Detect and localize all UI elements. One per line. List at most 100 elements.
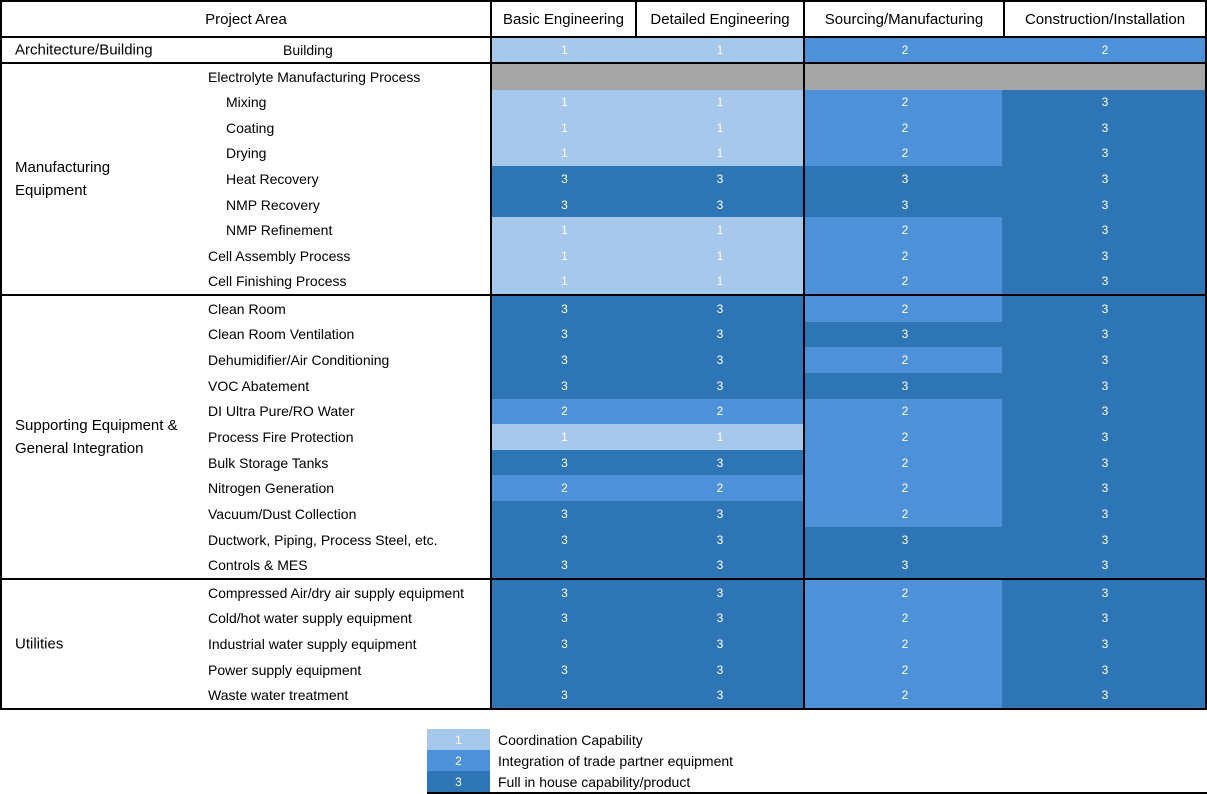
- capability-cell: 3: [1005, 89, 1205, 116]
- capability-cell: 2: [805, 501, 1005, 527]
- na-cell: [492, 64, 637, 90]
- capability-cell: 3: [637, 631, 805, 657]
- capability-cell: 3: [492, 631, 637, 657]
- row-label: Cold/hot water supply equipment: [2, 605, 492, 632]
- capability-cell: 3: [1005, 217, 1205, 243]
- capability-cell: 2: [805, 682, 1005, 708]
- header-cell-construction-installation: Construction/Installation: [1005, 2, 1205, 36]
- capability-cell: 3: [492, 682, 637, 708]
- capability-cell: 2: [805, 475, 1005, 502]
- capability-cell: 3: [1005, 296, 1205, 322]
- table-row: Compressed Air/dry air supply equipment 3…: [2, 580, 1205, 606]
- capability-cell: 1: [637, 424, 805, 450]
- header-row: Project Area Basic Engineering Detailed …: [2, 2, 1205, 38]
- capability-cell: 3: [1005, 605, 1205, 632]
- capability-cell: 3: [1005, 242, 1205, 269]
- legend-swatch: 2: [427, 750, 490, 771]
- capability-cell: 2: [805, 38, 1005, 62]
- capability-cell: 1: [637, 89, 805, 116]
- legend-label: Integration of trade partner equipment: [498, 752, 734, 769]
- capability-cell: 3: [1005, 115, 1205, 141]
- capability-cell: 2: [805, 268, 1005, 295]
- capability-cell: 3: [492, 449, 637, 476]
- group-rows: Building 1 1 2 2: [2, 38, 1205, 62]
- table-row: Vacuum/Dust Collection 3 3 2 3: [2, 501, 1205, 527]
- capability-cell: 2: [805, 89, 1005, 116]
- capability-cell: 3: [1005, 449, 1205, 476]
- legend-item: 1 Coordination Capability: [427, 729, 1207, 750]
- na-cell: [805, 64, 1005, 90]
- row-label: NMP Refinement: [2, 217, 492, 243]
- capability-cell: 3: [492, 580, 637, 606]
- capability-cell: 3: [492, 347, 637, 373]
- row-label: Coating: [2, 115, 492, 141]
- capability-cell: 3: [492, 296, 637, 322]
- capability-cell: 2: [805, 242, 1005, 269]
- capability-cell: 1: [492, 424, 637, 450]
- header-cell-sourcing-manufacturing: Sourcing/Manufacturing: [805, 2, 1005, 36]
- row-label: Clean Room Ventilation: [2, 321, 492, 348]
- capability-cell: 3: [1005, 372, 1205, 399]
- capability-cell: 3: [637, 656, 805, 683]
- group-label: Manufacturing Equipment: [15, 155, 111, 203]
- table-row: NMP Recovery 3 3 3 3: [2, 191, 1205, 218]
- row-label: VOC Abatement: [2, 372, 492, 399]
- table-row: Cold/hot water supply equipment 3 3 2 3: [2, 605, 1205, 632]
- capability-cell: 3: [492, 372, 637, 399]
- legend-label: Coordination Capability: [498, 731, 643, 748]
- group-label: Supporting Equipment & General Integrati…: [15, 413, 178, 461]
- capability-cell: 1: [492, 140, 637, 167]
- capability-cell: 3: [1005, 268, 1205, 295]
- capability-cell: 2: [637, 475, 805, 502]
- capability-cell: 3: [1005, 191, 1205, 218]
- table-row: Process Fire Protection 1 1 2 3: [2, 424, 1205, 450]
- table-row: Dehumidifier/Air Conditioning 3 3 2 3: [2, 347, 1205, 373]
- capability-cell: 2: [805, 398, 1005, 425]
- header-cell-basic-engineering: Basic Engineering: [492, 2, 637, 36]
- capability-cell: 3: [1005, 140, 1205, 167]
- group-label: Architecture/Building: [15, 38, 153, 62]
- capability-cell: 3: [805, 372, 1005, 399]
- capability-matrix-table: Project Area Basic Engineering Detailed …: [0, 0, 1207, 710]
- table-row: Electrolyte Manufacturing Process: [2, 64, 1205, 90]
- row-label: Controls & MES: [2, 552, 492, 579]
- capability-cell: 3: [805, 552, 1005, 579]
- legend-label: Full in house capability/product: [498, 773, 691, 790]
- capability-cell: 1: [492, 242, 637, 269]
- capability-cell: 3: [492, 552, 637, 579]
- capability-cell: 3: [637, 580, 805, 606]
- table-row: Cell Assembly Process 1 1 2 3: [2, 242, 1205, 269]
- table-row: VOC Abatement 3 3 3 3: [2, 372, 1205, 399]
- capability-cell: 3: [1005, 552, 1205, 579]
- row-label: Waste water treatment: [2, 682, 492, 708]
- capability-cell: 3: [637, 501, 805, 527]
- group-rows: Electrolyte Manufacturing Process Mixing 1…: [2, 64, 1205, 295]
- capability-legend: 1 Coordination Capability 2 Integration of …: [427, 729, 1207, 794]
- capability-cell: 3: [637, 682, 805, 708]
- capability-cell: 1: [637, 268, 805, 295]
- capability-cell: 2: [805, 580, 1005, 606]
- capability-cell: 3: [1005, 398, 1205, 425]
- capability-cell: 1: [492, 115, 637, 141]
- row-label: Nitrogen Generation: [2, 475, 492, 502]
- capability-cell: 2: [805, 424, 1005, 450]
- capability-cell: 3: [805, 321, 1005, 348]
- capability-cell: 2: [805, 140, 1005, 167]
- row-label: Electrolyte Manufacturing Process: [2, 64, 492, 90]
- table-row: Industrial water supply equipment 3 3 2 3: [2, 631, 1205, 657]
- capability-cell: 3: [637, 296, 805, 322]
- capability-cell: 3: [1005, 166, 1205, 192]
- capability-cell: 3: [1005, 526, 1205, 553]
- capability-cell: 1: [637, 38, 805, 62]
- na-cell: [1005, 64, 1205, 90]
- capability-cell: 2: [492, 475, 637, 502]
- capability-cell: 3: [637, 605, 805, 632]
- capability-cell: 3: [1005, 347, 1205, 373]
- capability-cell: 3: [492, 526, 637, 553]
- capability-cell: 2: [805, 605, 1005, 632]
- na-cell: [637, 64, 805, 90]
- header-cell-project-area: Project Area: [2, 2, 492, 36]
- capability-cell: 2: [805, 656, 1005, 683]
- capability-cell: 3: [637, 372, 805, 399]
- capability-cell: 3: [1005, 501, 1205, 527]
